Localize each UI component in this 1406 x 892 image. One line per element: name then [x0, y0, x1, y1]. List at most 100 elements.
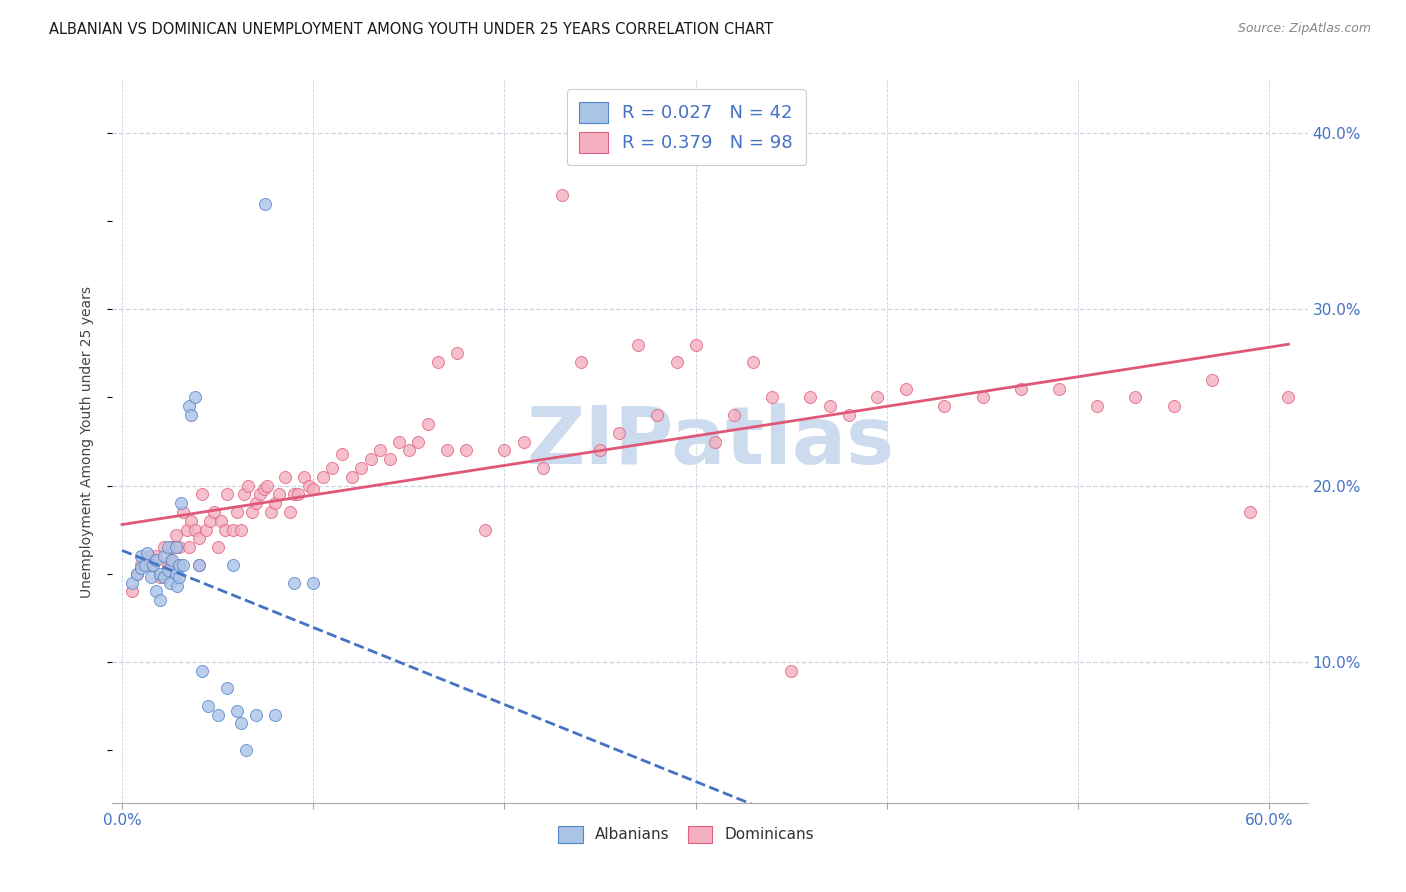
Point [229, 523, 252, 537]
Point [245, 496, 267, 510]
Point [287, 487, 309, 501]
Point [321, 461, 343, 475]
Point [235, 743, 257, 757]
Point [1125, 391, 1147, 405]
Point [838, 408, 860, 422]
Point [156, 541, 179, 555]
Point [225, 505, 247, 519]
Point [1010, 382, 1032, 396]
Point [474, 523, 496, 537]
Point [569, 355, 592, 369]
Point [172, 505, 194, 519]
Point [551, 187, 574, 202]
Point [780, 664, 803, 678]
Point [197, 698, 219, 713]
Point [416, 417, 439, 431]
Point [153, 549, 176, 563]
Point [723, 408, 745, 422]
Point [283, 575, 305, 590]
Point [129, 558, 152, 572]
Point [818, 399, 841, 413]
Point [1047, 382, 1070, 396]
Point [121, 584, 143, 599]
Point [129, 561, 152, 575]
Text: Source: ZipAtlas.com: Source: ZipAtlas.com [1237, 22, 1371, 36]
Point [187, 558, 209, 572]
Point [446, 346, 468, 360]
Point [177, 541, 200, 555]
Point [176, 523, 198, 537]
Point [589, 443, 612, 458]
Point [170, 496, 193, 510]
Point [512, 434, 534, 449]
Point [260, 505, 283, 519]
Point [1277, 391, 1299, 405]
Point [153, 570, 176, 584]
Point [436, 443, 458, 458]
Text: ZIPatlas: ZIPatlas [526, 402, 894, 481]
Point [169, 570, 191, 584]
Point [169, 558, 191, 572]
Point [607, 425, 630, 440]
Y-axis label: Unemployment Among Youth under 25 years: Unemployment Among Youth under 25 years [80, 285, 94, 598]
Point [156, 563, 179, 577]
Point [225, 704, 247, 718]
Point [368, 443, 391, 458]
Point [627, 337, 650, 351]
Point [292, 470, 315, 484]
Point [127, 566, 149, 581]
Point [240, 505, 263, 519]
Point [222, 523, 245, 537]
Point [139, 570, 162, 584]
Point [169, 558, 191, 572]
Point [1085, 399, 1108, 413]
Point [229, 716, 252, 731]
Point [302, 575, 325, 590]
Point [866, 391, 889, 405]
Point [214, 523, 236, 537]
Point [302, 482, 325, 496]
Point [972, 391, 994, 405]
Point [142, 558, 165, 572]
Point [245, 707, 267, 722]
Point [340, 470, 363, 484]
Legend: Albanians, Dominicans: Albanians, Dominicans [553, 820, 820, 849]
Point [156, 558, 179, 572]
Point [202, 505, 225, 519]
Point [1201, 373, 1223, 387]
Point [378, 452, 401, 467]
Point [207, 541, 229, 555]
Point [127, 566, 149, 581]
Point [761, 391, 783, 405]
Point [256, 478, 278, 492]
Point [134, 558, 156, 572]
Point [350, 461, 373, 475]
Point [134, 558, 156, 572]
Point [252, 482, 274, 496]
Point [183, 523, 205, 537]
Point [233, 487, 256, 501]
Point [183, 391, 205, 405]
Point [145, 549, 167, 563]
Point [149, 566, 172, 581]
Point [160, 552, 183, 566]
Point [138, 549, 160, 563]
Point [283, 487, 305, 501]
Point [408, 434, 430, 449]
Point [191, 664, 214, 678]
Point [398, 443, 420, 458]
Point [264, 496, 287, 510]
Point [799, 391, 821, 405]
Point [494, 443, 516, 458]
Point [177, 399, 200, 413]
Point [207, 707, 229, 722]
Point [159, 552, 181, 566]
Point [742, 355, 765, 369]
Point [360, 452, 382, 467]
Point [180, 514, 202, 528]
Point [388, 434, 411, 449]
Point [1239, 505, 1261, 519]
Point [217, 487, 239, 501]
Point [647, 408, 669, 422]
Point [267, 487, 290, 501]
